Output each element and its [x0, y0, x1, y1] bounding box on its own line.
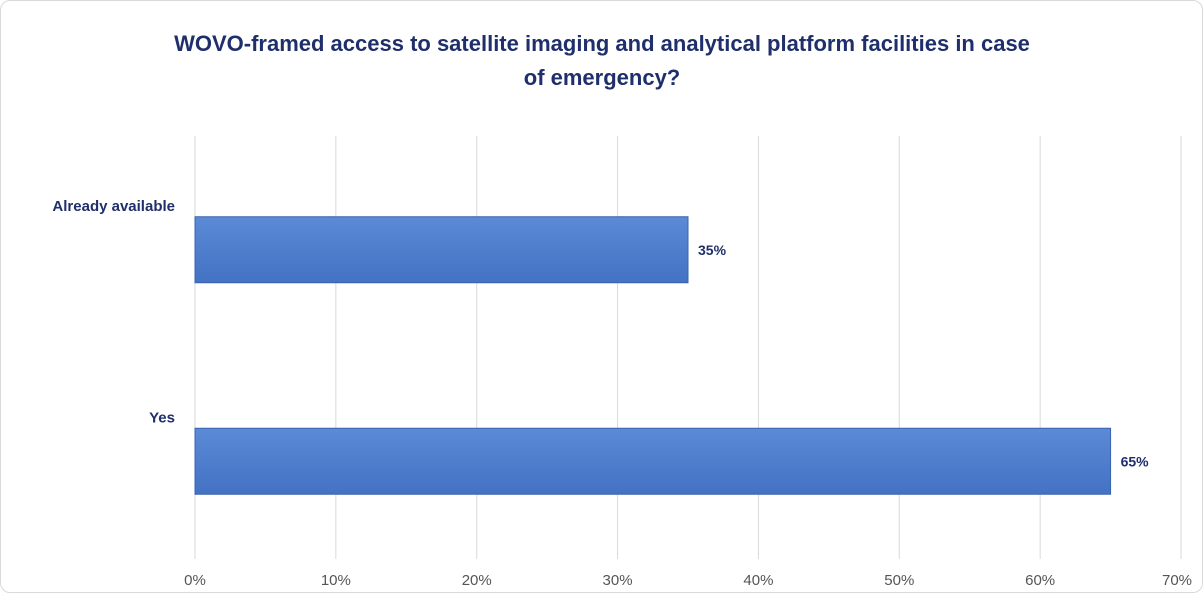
- x-tick-label: 70%: [1162, 572, 1192, 589]
- x-tick-label: 20%: [462, 572, 492, 589]
- data-label: 65%: [1121, 453, 1150, 469]
- x-tick-label: 60%: [1025, 572, 1055, 589]
- chart-title: WOVO-framed access to satellite imaging …: [174, 31, 1030, 90]
- chart-title-line-1: WOVO-framed access to satellite imaging …: [174, 31, 1030, 56]
- bar: [194, 427, 1112, 495]
- category-labels: Already available Yes: [52, 198, 175, 427]
- category-label: Yes: [149, 409, 175, 426]
- bars: [194, 216, 1112, 495]
- x-tick-label: 30%: [603, 572, 633, 589]
- x-tick-label: 10%: [321, 572, 351, 589]
- data-label: 35%: [698, 242, 727, 258]
- x-axis-tick-labels: 0% 10% 20% 30% 40% 50% 60% 70%: [184, 572, 1192, 589]
- x-tick-label: 0%: [184, 572, 206, 589]
- bar: [194, 216, 689, 284]
- category-label: Already available: [52, 198, 175, 215]
- chart-title-line-2: of emergency?: [524, 65, 681, 90]
- data-labels: 35% 65%: [698, 242, 1149, 470]
- x-tick-label: 50%: [884, 572, 914, 589]
- gridlines: [194, 136, 1182, 559]
- x-tick-label: 40%: [743, 572, 773, 589]
